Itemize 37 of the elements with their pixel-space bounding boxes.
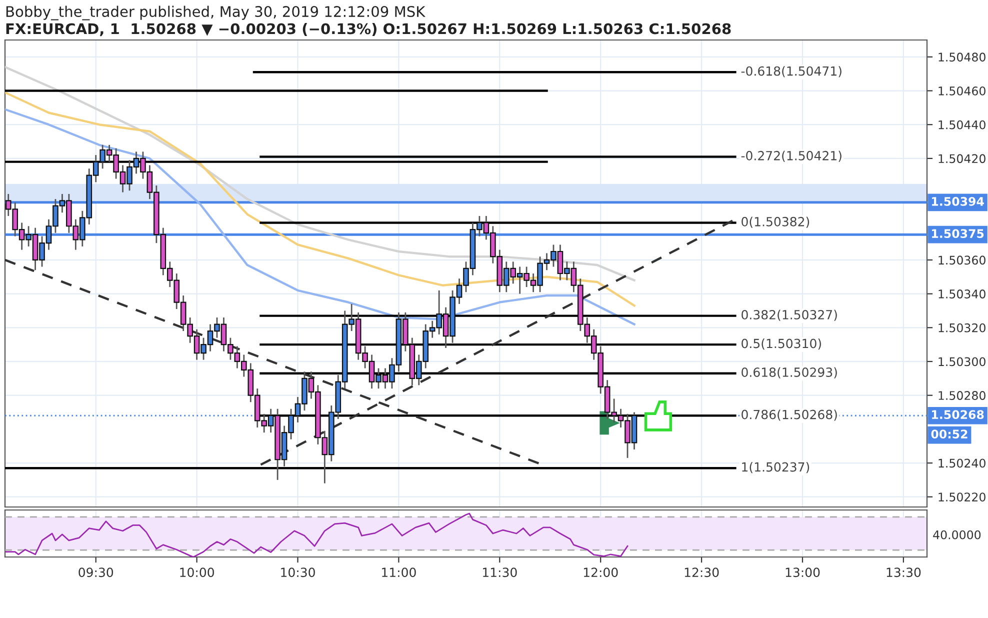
annotation: 0.5(1.50310) xyxy=(742,338,821,350)
x-tick-label: 12:30 xyxy=(684,568,719,578)
x-tick-label: 11:00 xyxy=(382,568,416,578)
annotation: -0.618(1.50471) xyxy=(741,66,842,78)
y-tick-label: 1.50220 xyxy=(938,492,986,502)
annotation: 0.618(1.50293) xyxy=(742,367,837,378)
x-tick-label: 10:00 xyxy=(180,568,214,578)
x-tick-label: 10:30 xyxy=(281,568,315,578)
annotation: 1(1.50237) xyxy=(742,462,810,474)
y-tick-label: 1.50480 xyxy=(938,52,986,62)
x-tick-label: 12:00 xyxy=(584,568,618,578)
annotation: 0.786(1.50268) xyxy=(742,410,837,421)
ref-line-label: 1.50394 xyxy=(932,196,984,206)
chart-title: Bobby_the_trader published, May 30, 2019 12:12:09 MSK xyxy=(6,6,426,20)
x-tick-label: 09:30 xyxy=(78,568,114,578)
ref-line-label: 1.50375 xyxy=(932,229,984,238)
ref-line-label: 1.50268 xyxy=(932,410,984,420)
text: 40.0000 xyxy=(933,530,981,540)
annotation: -0.272(1.50421) xyxy=(741,150,842,162)
annotation: 0(1.50382) xyxy=(742,216,810,228)
y-tick-label: 1.50300 xyxy=(938,357,986,366)
x-tick-label: 13:30 xyxy=(886,568,921,578)
y-tick-label: 1.50440 xyxy=(938,120,986,130)
line-series xyxy=(5,91,636,307)
y-tick-label: 1.50420 xyxy=(938,154,986,164)
x-tick-label: 13:00 xyxy=(786,568,820,578)
line-series xyxy=(5,66,636,282)
y-tick-label: 1.50240 xyxy=(938,458,986,468)
y-tick-label: 1.50320 xyxy=(938,323,986,332)
chart-subtitle: FX:EURCAD, 1 1.50268 ▼ −0.00203 (−0.13%) O:1.50267 H:1.50269 L:1.50263 C:1.50268 xyxy=(6,22,731,36)
y-tick-label: 1.50280 xyxy=(938,391,986,400)
text: 00:52 xyxy=(931,430,968,438)
x-tick-label: 11:30 xyxy=(483,568,517,578)
y-tick-label: 1.50460 xyxy=(938,86,986,96)
y-tick-label: 1.50340 xyxy=(938,290,986,298)
y-tick-label: 1.50360 xyxy=(938,256,986,265)
annotation: 0.382(1.50327) xyxy=(742,310,837,321)
